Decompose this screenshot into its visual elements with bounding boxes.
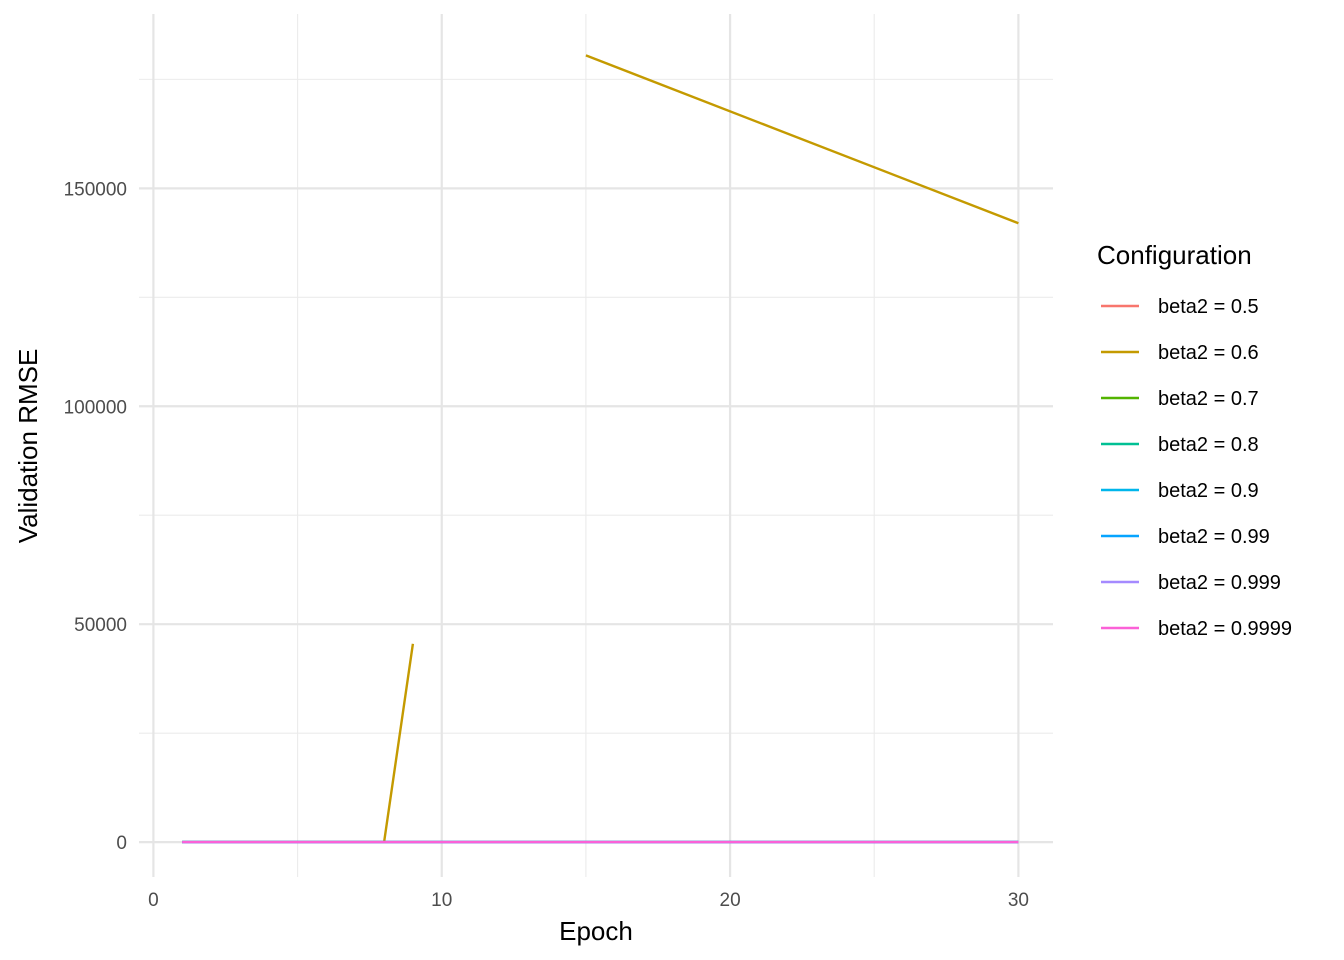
legend-label: beta2 = 0.99 <box>1158 526 1270 548</box>
y-tick-label: 100000 <box>64 397 127 418</box>
x-tick-label: 0 <box>148 890 159 911</box>
series-segment <box>585 54 1019 225</box>
major-gridlines <box>139 14 1053 877</box>
x-axis-title: Epoch <box>559 916 633 946</box>
y-tick-label: 50000 <box>74 615 127 636</box>
legend-item: beta2 = 0.9999 <box>1101 618 1292 640</box>
legend-item: beta2 = 0.5 <box>1101 296 1259 318</box>
x-tick-label: 20 <box>720 890 741 911</box>
x-tick-label: 10 <box>431 890 452 911</box>
legend-label: beta2 = 0.8 <box>1158 434 1259 456</box>
legend-label: beta2 = 0.9 <box>1158 480 1259 502</box>
legend-item: beta2 = 0.999 <box>1101 572 1281 594</box>
x-axis-ticks: 0 10 20 30 <box>148 890 1029 911</box>
legend-item: beta2 = 0.7 <box>1101 388 1259 410</box>
legend-label: beta2 = 0.7 <box>1158 388 1259 410</box>
legend-label: beta2 = 0.999 <box>1158 572 1281 594</box>
legend-item: beta2 = 0.99 <box>1101 526 1270 548</box>
legend-item: beta2 = 0.8 <box>1101 434 1259 456</box>
x-tick-label: 30 <box>1008 890 1029 911</box>
y-axis-title: Validation RMSE <box>13 349 43 544</box>
legend-title: Configuration <box>1097 240 1252 270</box>
legend-item: beta2 = 0.6 <box>1101 342 1259 364</box>
legend-label: beta2 = 0.6 <box>1158 342 1259 364</box>
legend-item: beta2 = 0.9 <box>1101 480 1259 502</box>
y-tick-label: 150000 <box>64 179 127 200</box>
minor-gridlines <box>139 14 1053 877</box>
series-line <box>182 54 1019 844</box>
series-lines <box>182 54 1019 844</box>
legend-label: beta2 = 0.9999 <box>1158 618 1292 640</box>
legend-label: beta2 = 0.5 <box>1158 296 1259 318</box>
y-tick-label: 0 <box>116 833 127 854</box>
y-axis-ticks: 0 50000 100000 150000 <box>64 179 127 854</box>
legend-items: beta2 = 0.5 beta2 = 0.6 beta2 = 0.7 beta2 =… <box>1101 296 1292 640</box>
